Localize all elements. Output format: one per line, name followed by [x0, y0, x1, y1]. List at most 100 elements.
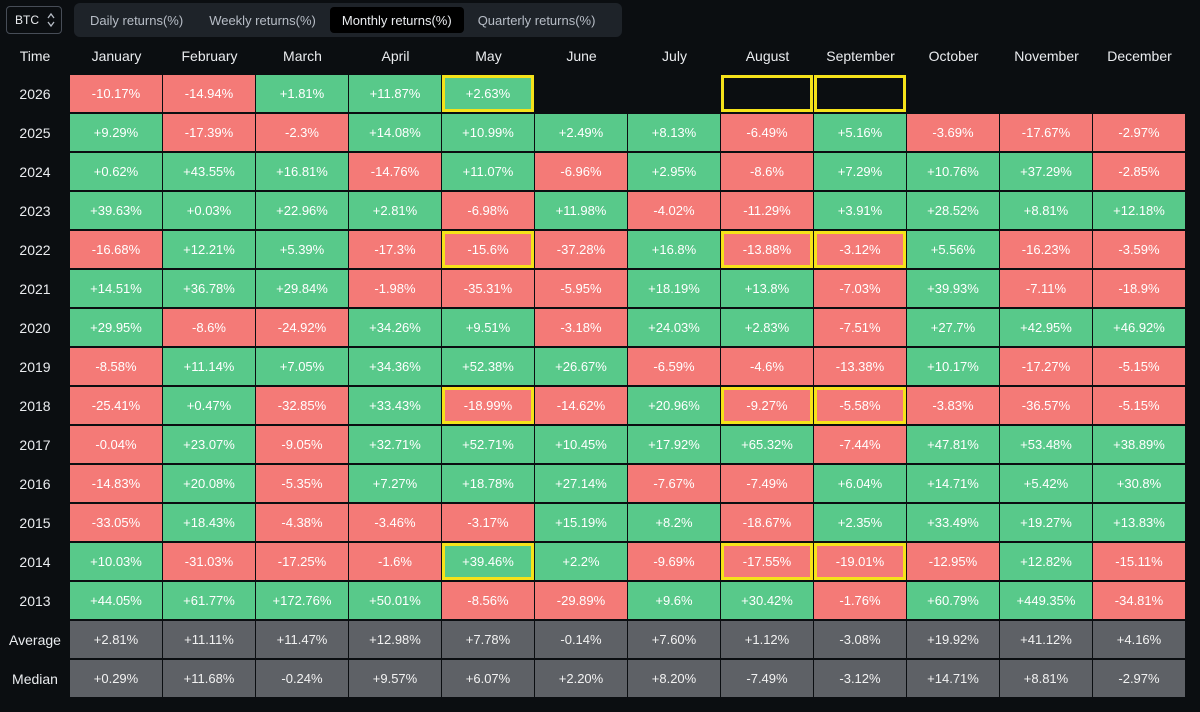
return-cell[interactable]: -19.01% — [814, 543, 906, 580]
return-cell[interactable]: +61.77% — [163, 582, 255, 619]
return-cell[interactable]: -4.6% — [721, 348, 813, 385]
return-cell[interactable]: +19.27% — [1000, 504, 1092, 541]
return-cell[interactable]: -8.56% — [442, 582, 534, 619]
return-cell[interactable]: +16.8% — [628, 231, 720, 268]
return-cell[interactable]: +20.96% — [628, 387, 720, 424]
return-cell[interactable]: +23.07% — [163, 426, 255, 463]
return-cell[interactable]: -34.81% — [1093, 582, 1185, 619]
return-cell[interactable]: -36.57% — [1000, 387, 1092, 424]
return-cell[interactable]: +44.05% — [70, 582, 162, 619]
return-cell[interactable]: -16.23% — [1000, 231, 1092, 268]
return-cell[interactable]: -14.76% — [349, 153, 441, 190]
return-cell[interactable]: +6.04% — [814, 465, 906, 502]
return-cell[interactable]: +1.81% — [256, 75, 348, 112]
return-cell[interactable] — [721, 75, 813, 112]
return-cell[interactable]: +60.79% — [907, 582, 999, 619]
return-cell[interactable]: -7.44% — [814, 426, 906, 463]
return-cell[interactable]: +5.42% — [1000, 465, 1092, 502]
return-cell[interactable]: +9.29% — [70, 114, 162, 151]
return-cell[interactable]: +11.98% — [535, 192, 627, 229]
return-cell[interactable]: -35.31% — [442, 270, 534, 307]
return-cell[interactable]: -5.15% — [1093, 387, 1185, 424]
return-cell[interactable]: -1.6% — [349, 543, 441, 580]
return-cell[interactable]: -18.9% — [1093, 270, 1185, 307]
return-cell[interactable]: -8.58% — [70, 348, 162, 385]
return-cell[interactable]: +65.32% — [721, 426, 813, 463]
return-cell[interactable]: +37.29% — [1000, 153, 1092, 190]
return-cell[interactable]: +42.95% — [1000, 309, 1092, 346]
return-cell[interactable] — [1000, 75, 1092, 112]
asset-select[interactable]: BTC — [6, 6, 62, 34]
return-cell[interactable]: +12.82% — [1000, 543, 1092, 580]
tab-quarterly-returns[interactable]: Quarterly returns(%) — [477, 12, 596, 28]
return-cell[interactable] — [814, 75, 906, 112]
return-cell[interactable]: +33.49% — [907, 504, 999, 541]
return-cell[interactable]: -14.83% — [70, 465, 162, 502]
return-cell[interactable]: -25.41% — [70, 387, 162, 424]
return-cell[interactable]: +13.83% — [1093, 504, 1185, 541]
return-cell[interactable]: -13.38% — [814, 348, 906, 385]
return-cell[interactable]: +33.43% — [349, 387, 441, 424]
return-cell[interactable]: +38.89% — [1093, 426, 1185, 463]
return-cell[interactable]: +2.35% — [814, 504, 906, 541]
return-cell[interactable]: -3.69% — [907, 114, 999, 151]
return-cell[interactable]: +5.16% — [814, 114, 906, 151]
return-cell[interactable]: -15.6% — [442, 231, 534, 268]
return-cell[interactable]: +14.71% — [907, 465, 999, 502]
return-cell[interactable]: +10.03% — [70, 543, 162, 580]
return-cell[interactable]: -17.67% — [1000, 114, 1092, 151]
return-cell[interactable]: +36.78% — [163, 270, 255, 307]
return-cell[interactable]: -24.92% — [256, 309, 348, 346]
return-cell[interactable]: +32.71% — [349, 426, 441, 463]
return-cell[interactable]: +9.51% — [442, 309, 534, 346]
return-cell[interactable]: -6.98% — [442, 192, 534, 229]
return-cell[interactable] — [907, 75, 999, 112]
return-cell[interactable]: -8.6% — [721, 153, 813, 190]
return-cell[interactable]: +11.07% — [442, 153, 534, 190]
return-cell[interactable]: +12.21% — [163, 231, 255, 268]
return-cell[interactable]: +39.46% — [442, 543, 534, 580]
return-cell[interactable]: +7.27% — [349, 465, 441, 502]
return-cell[interactable]: +10.76% — [907, 153, 999, 190]
return-cell[interactable]: -1.76% — [814, 582, 906, 619]
return-cell[interactable]: -3.12% — [814, 231, 906, 268]
return-cell[interactable]: +8.13% — [628, 114, 720, 151]
return-cell[interactable]: +17.92% — [628, 426, 720, 463]
return-cell[interactable]: -6.96% — [535, 153, 627, 190]
return-cell[interactable] — [628, 75, 720, 112]
return-cell[interactable]: +52.71% — [442, 426, 534, 463]
return-cell[interactable]: -3.83% — [907, 387, 999, 424]
tab-monthly-returns[interactable]: Monthly returns(%) — [329, 7, 464, 33]
return-cell[interactable]: -7.11% — [1000, 270, 1092, 307]
return-cell[interactable]: +26.67% — [535, 348, 627, 385]
return-cell[interactable]: +7.05% — [256, 348, 348, 385]
return-cell[interactable]: +34.36% — [349, 348, 441, 385]
return-cell[interactable]: -7.49% — [721, 465, 813, 502]
return-cell[interactable]: -3.18% — [535, 309, 627, 346]
return-cell[interactable]: +2.2% — [535, 543, 627, 580]
return-cell[interactable]: +10.99% — [442, 114, 534, 151]
return-cell[interactable]: +43.55% — [163, 153, 255, 190]
return-cell[interactable]: +39.93% — [907, 270, 999, 307]
return-cell[interactable]: -15.11% — [1093, 543, 1185, 580]
return-cell[interactable]: +28.52% — [907, 192, 999, 229]
return-cell[interactable]: +0.47% — [163, 387, 255, 424]
return-cell[interactable]: +2.81% — [349, 192, 441, 229]
return-cell[interactable]: +18.19% — [628, 270, 720, 307]
return-cell[interactable]: -2.3% — [256, 114, 348, 151]
return-cell[interactable]: -8.6% — [163, 309, 255, 346]
return-cell[interactable]: -1.98% — [349, 270, 441, 307]
return-cell[interactable]: +2.49% — [535, 114, 627, 151]
return-cell[interactable]: -12.95% — [907, 543, 999, 580]
return-cell[interactable]: -9.69% — [628, 543, 720, 580]
return-cell[interactable]: +11.14% — [163, 348, 255, 385]
return-cell[interactable]: +5.39% — [256, 231, 348, 268]
return-cell[interactable]: -17.3% — [349, 231, 441, 268]
return-cell[interactable]: +29.95% — [70, 309, 162, 346]
return-cell[interactable]: -18.67% — [721, 504, 813, 541]
return-cell[interactable]: +2.63% — [442, 75, 534, 112]
return-cell[interactable] — [535, 75, 627, 112]
return-cell[interactable]: +24.03% — [628, 309, 720, 346]
return-cell[interactable]: -5.35% — [256, 465, 348, 502]
return-cell[interactable]: -3.17% — [442, 504, 534, 541]
